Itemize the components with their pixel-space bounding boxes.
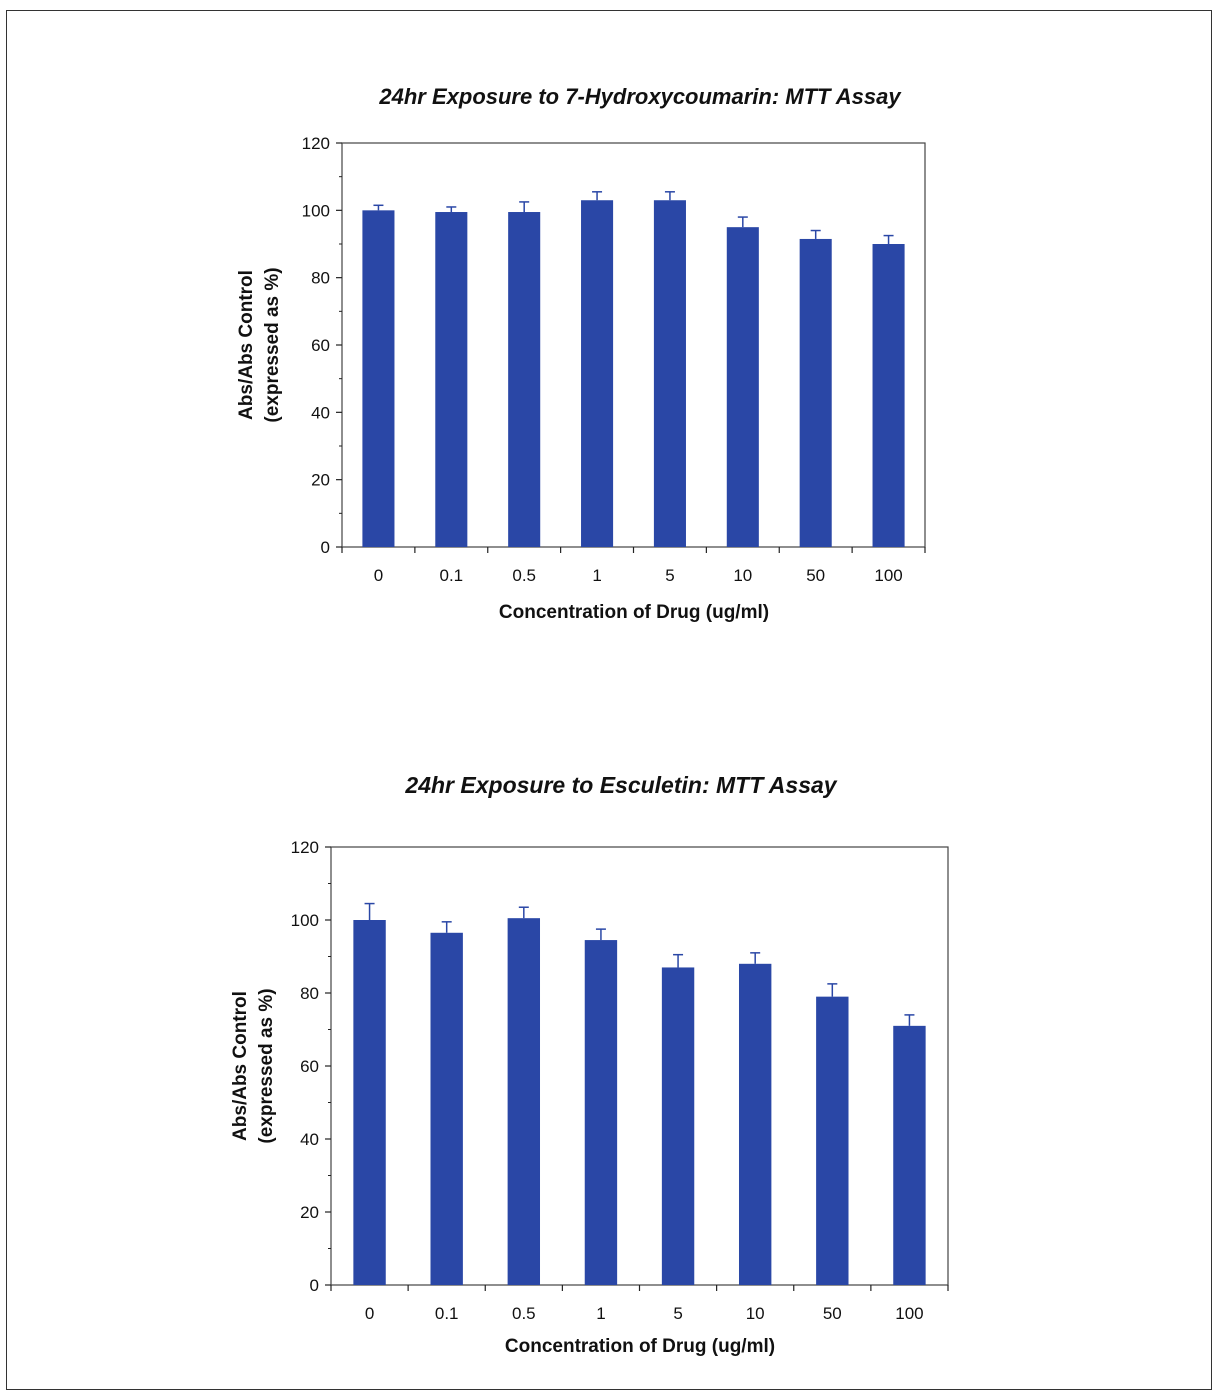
y-tick-label: 60: [311, 336, 330, 355]
x-tick-label: 50: [823, 1304, 842, 1323]
y-axis-label-line1: Abs/Abs Control: [230, 991, 251, 1141]
x-axis-label: Concentration of Drug (ug/ml): [499, 602, 769, 623]
figure-frame: [6, 10, 1212, 1390]
y-axis-label-line2: (expressed as %): [262, 267, 283, 422]
x-tick-label: 0.1: [439, 566, 463, 585]
x-axis-ticks: 0 0.1 0.5 1 5 10 50 100: [330, 1285, 949, 1323]
bar: [581, 200, 614, 547]
x-axis-label: Concentration of Drug (ug/ml): [505, 1336, 775, 1357]
y-tick-label: 60: [300, 1057, 319, 1076]
y-tick-label: 100: [302, 201, 330, 220]
x-tick-label: 100: [874, 566, 902, 585]
x-tick-label: 0: [374, 566, 383, 585]
bar: [353, 920, 386, 1285]
x-axis-ticks: 0 0.1 0.5 1 5 10 50 100: [341, 547, 926, 585]
bars: [362, 191, 905, 548]
y-tick-label: 120: [302, 134, 330, 153]
x-tick-label: 1: [596, 1304, 605, 1323]
x-tick-label: 10: [733, 566, 752, 585]
chart-7-hydroxycoumarin: 24hr Exposure to 7-Hydroxycoumarin: MTT …: [236, 84, 926, 623]
y-axis-ticks: 0 20 40 60 80 100 120: [291, 838, 331, 1295]
x-tick-label: 0.5: [512, 566, 536, 585]
bar: [738, 963, 772, 1285]
x-tick-label: 1: [592, 566, 601, 585]
y-tick-label: 80: [311, 269, 330, 288]
bar: [435, 212, 468, 547]
bars: [353, 902, 926, 1285]
bar: [816, 996, 849, 1285]
y-axis-ticks: 0 20 40 60 80 100 120: [302, 134, 342, 557]
chart-title: 24hr Exposure to Esculetin: MTT Assay: [404, 772, 837, 798]
y-tick-label: 0: [321, 538, 330, 557]
x-tick-label: 10: [746, 1304, 765, 1323]
x-tick-label: 100: [895, 1304, 923, 1323]
y-tick-label: 40: [300, 1130, 319, 1149]
y-axis-label-line1: Abs/Abs Control: [236, 270, 257, 420]
bar: [872, 244, 905, 547]
y-tick-label: 0: [310, 1276, 319, 1295]
y-tick-label: 80: [300, 984, 319, 1003]
bar: [430, 932, 463, 1285]
chart-title: 24hr Exposure to 7-Hydroxycoumarin: MTT …: [378, 84, 902, 109]
bar: [362, 210, 395, 548]
plot-area: [330, 846, 949, 1286]
x-tick-label: 0.1: [435, 1304, 459, 1323]
x-tick-label: 0: [365, 1304, 374, 1323]
y-tick-label: 40: [311, 403, 330, 422]
y-tick-label: 120: [291, 838, 319, 857]
y-axis-label-line2: (expressed as %): [256, 988, 277, 1143]
x-tick-label: 5: [665, 566, 674, 585]
bar: [661, 967, 695, 1285]
bar: [893, 1025, 926, 1285]
bar: [584, 940, 618, 1285]
x-tick-label: 0.5: [512, 1304, 536, 1323]
bar: [799, 238, 832, 547]
y-tick-label: 100: [291, 911, 319, 930]
chart-esculetin: 24hr Exposure to Esculetin: MTT Assay 0 2…: [230, 772, 949, 1357]
y-tick-label: 20: [311, 471, 330, 490]
x-tick-label: 5: [673, 1304, 682, 1323]
x-tick-label: 50: [806, 566, 825, 585]
bar: [508, 212, 541, 547]
bar: [726, 227, 759, 547]
plot-area: [341, 142, 926, 548]
y-tick-label: 20: [300, 1203, 319, 1222]
bar: [507, 918, 541, 1285]
bar: [653, 200, 686, 547]
